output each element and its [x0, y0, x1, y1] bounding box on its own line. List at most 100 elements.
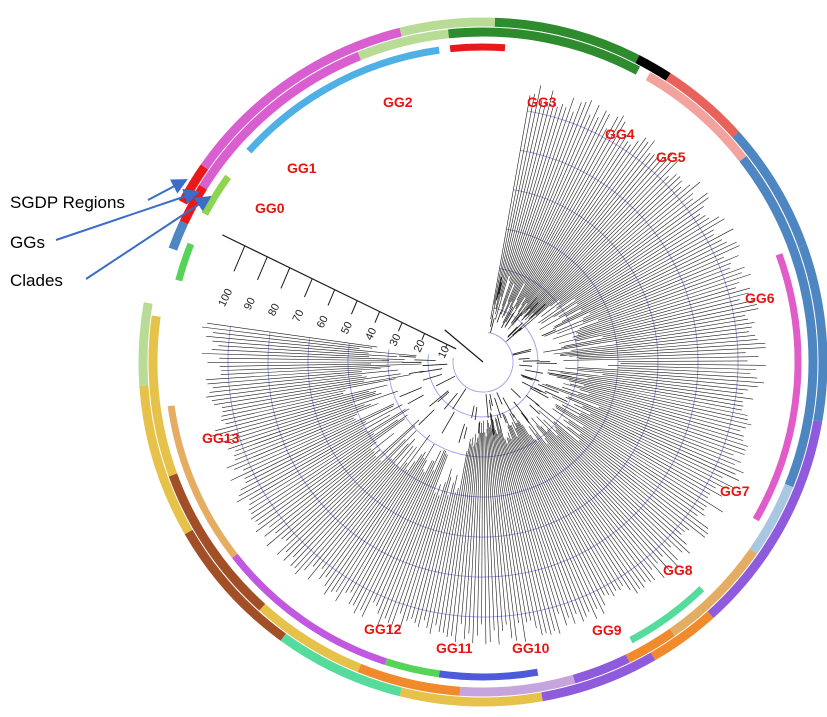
- tree-branch: [400, 388, 422, 397]
- tree-branch: [245, 406, 394, 479]
- tree-branch: [442, 412, 454, 434]
- tree-branch: [419, 369, 442, 373]
- tree-branch: [346, 444, 435, 593]
- clades-callout: Clades: [10, 271, 63, 291]
- tree-branch: [580, 390, 744, 437]
- scale-tick-label: 50: [339, 320, 355, 336]
- sgdp-region-segment: [542, 656, 653, 696]
- tree-branch: [475, 407, 477, 420]
- tree-branch: [535, 439, 638, 593]
- tree-branch: [455, 434, 476, 642]
- tree-branch: [206, 336, 416, 356]
- tree-branch: [618, 361, 747, 362]
- tree-branch: [497, 392, 502, 404]
- tree-branch: [212, 374, 401, 401]
- scale-tick: [257, 257, 267, 280]
- scale-tick-label: 70: [290, 308, 306, 324]
- tree-branch: [213, 333, 360, 349]
- scale-tick: [398, 323, 402, 332]
- scale-tick: [375, 312, 380, 323]
- sgdp-region-segment: [143, 303, 148, 386]
- tree-branch: [415, 495, 448, 623]
- scale-tick-label: 40: [363, 326, 379, 342]
- scale-tick: [422, 334, 425, 340]
- tree-branch: [579, 441, 689, 531]
- scale-tick-label: 80: [266, 302, 282, 318]
- tree-branch: [378, 454, 447, 626]
- tree-branch: [399, 356, 416, 357]
- tree-branch: [235, 405, 364, 452]
- gg-label: GG3: [527, 94, 557, 110]
- gg-label: GG13: [202, 430, 240, 446]
- tree-branch: [578, 288, 736, 335]
- tree-branch: [497, 415, 501, 429]
- scale-tick-label: 100: [216, 287, 235, 309]
- tree-branch: [414, 360, 435, 361]
- tree-branch: [508, 426, 584, 622]
- gg-segment: [449, 32, 638, 71]
- tree-branch: [429, 391, 448, 407]
- tree-branch: [621, 364, 766, 366]
- tree-branch: [222, 375, 411, 408]
- gg-label: GG2: [383, 94, 413, 110]
- tree-branch: [564, 357, 759, 361]
- tree-branch: [500, 429, 551, 635]
- tree-branch: [206, 377, 367, 397]
- tree-branch: [423, 364, 448, 366]
- tree-branch: [213, 370, 398, 388]
- scale-tick-label: 90: [242, 296, 258, 312]
- tree-branch: [408, 395, 424, 404]
- tree-branch: [519, 358, 530, 359]
- tree-branch: [208, 372, 362, 384]
- tree-branch: [326, 435, 430, 577]
- tree-branch: [583, 406, 736, 474]
- tree-branch: [202, 354, 405, 360]
- scale-tick: [281, 268, 290, 289]
- tree-branch: [583, 263, 731, 322]
- gg-segment: [173, 475, 262, 607]
- tree-branch: [530, 388, 548, 398]
- tree-branch: [603, 304, 757, 336]
- tree-branch: [497, 312, 501, 323]
- scale-tick: [351, 301, 357, 314]
- tree-branch: [501, 102, 581, 314]
- sgdp-region-segment: [668, 77, 736, 135]
- tree-branch: [527, 142, 648, 303]
- tree-branch: [496, 430, 531, 621]
- gg-label: GG1: [287, 160, 317, 176]
- tree-branch: [558, 436, 671, 548]
- tree-branch: [488, 423, 506, 625]
- gg-label: GG0: [255, 200, 285, 216]
- tree-branch: [214, 381, 364, 405]
- tree-branch: [362, 451, 441, 617]
- gg-segment: [648, 76, 743, 159]
- tree-branch: [510, 413, 605, 595]
- tree-branch: [525, 370, 543, 373]
- gg-label: GG10: [512, 640, 550, 656]
- gg-segment: [743, 159, 813, 486]
- tree-branch: [351, 460, 427, 592]
- tree-branch: [436, 376, 455, 386]
- tree-branch: [464, 427, 467, 439]
- tree-branch: [486, 394, 488, 418]
- ggs-callout: GGs: [10, 233, 45, 253]
- tree-branch: [354, 460, 433, 613]
- tree-branch: [524, 415, 651, 582]
- tree-branch: [519, 365, 532, 366]
- tree-branch: [536, 187, 681, 315]
- gg-label: GG9: [592, 622, 622, 638]
- tree-branch: [529, 426, 644, 588]
- scale-tick-label: 30: [388, 332, 404, 348]
- tree-branch: [561, 373, 754, 400]
- tree-branch: [602, 375, 747, 391]
- tree-branch: [497, 100, 542, 298]
- tree-branch: [521, 413, 529, 423]
- gg-label: GG8: [663, 562, 693, 578]
- gg-label: GG11: [436, 640, 473, 656]
- tree-branch: [510, 111, 607, 308]
- tree-branch: [212, 350, 369, 357]
- tree-branch: [569, 343, 765, 356]
- clade-segment: [386, 662, 440, 674]
- tree-branch: [525, 176, 668, 320]
